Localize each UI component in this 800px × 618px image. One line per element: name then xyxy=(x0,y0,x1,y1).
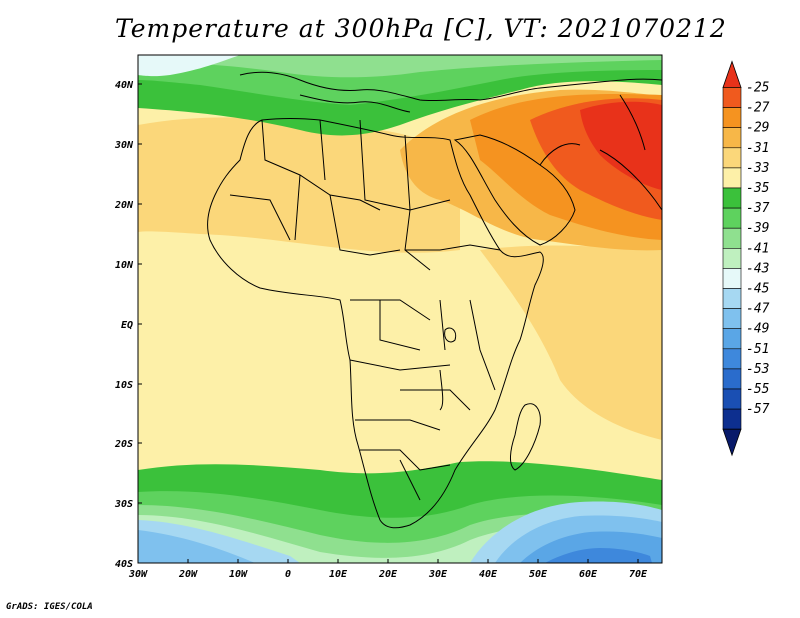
colorbar-swatch xyxy=(722,207,742,229)
field-hot-max xyxy=(580,101,662,190)
colorbar-label: -57 xyxy=(746,402,770,417)
lat-label-40n: 40N xyxy=(115,80,134,91)
colorbar-swatch xyxy=(722,127,742,149)
colorbar-label: -29 xyxy=(746,121,769,136)
colorbar-swatch xyxy=(722,408,742,430)
colorbar-label: -39 xyxy=(746,221,769,236)
colorbar-swatch xyxy=(722,308,742,330)
colorbar-swatch xyxy=(722,388,742,410)
colorbar-top-arrow xyxy=(722,60,742,88)
colorbar-bottom-arrow xyxy=(722,428,742,457)
madagascar-coast xyxy=(510,403,541,471)
lat-label-20n: 20N xyxy=(114,200,134,211)
colorbar-label: -31 xyxy=(746,141,769,156)
colorbar-swatch xyxy=(722,167,742,189)
lon-label-70e: 70E xyxy=(629,569,648,580)
lon-label-50e: 50E xyxy=(529,569,548,580)
colorbar-label: -43 xyxy=(746,261,769,276)
colorbar-swatch xyxy=(722,348,742,370)
colorbar-swatch xyxy=(722,268,742,289)
lon-label-30w: 30W xyxy=(128,569,148,580)
lon-label-0: 0 xyxy=(285,569,291,580)
colorbar-label: -53 xyxy=(746,362,769,377)
lat-label-10n: 10N xyxy=(115,260,134,271)
colorbar-swatch xyxy=(722,328,742,350)
colorbar-swatch xyxy=(722,147,742,169)
lat-label-40s: 40S xyxy=(115,559,133,570)
colorbar-label: -55 xyxy=(746,382,770,397)
colorbar-label: -33 xyxy=(746,161,769,176)
colorbar-label: -37 xyxy=(746,201,770,216)
temperature-field xyxy=(138,55,662,563)
colorbar: -25 -27 -29 -31 -33 -35 -37 -39 -41 -43 -45 -47 -49 -… xyxy=(722,60,770,457)
lon-label-10e: 10E xyxy=(329,569,348,580)
lat-label-20s: 20S xyxy=(114,439,133,450)
colorbar-swatch xyxy=(722,227,742,249)
lat-label-30n: 30N xyxy=(114,140,134,151)
lon-label-10w: 10W xyxy=(229,569,248,580)
chart-title: Temperature at 300hPa [C], VT: 202107021… xyxy=(115,14,727,43)
grads-credit: GrADS: IGES/COLA xyxy=(6,602,93,612)
colorbar-label: -49 xyxy=(746,322,769,337)
lat-label-30s: 30S xyxy=(114,499,133,510)
mediterranean-coast xyxy=(239,71,662,102)
lat-label-eq: EQ xyxy=(121,320,133,331)
colorbar-swatch xyxy=(722,107,742,128)
arabia-coast xyxy=(453,134,576,246)
colorbar-label: -25 xyxy=(746,81,770,96)
colorbar-label: -47 xyxy=(746,302,770,317)
lon-label-60e: 60E xyxy=(579,569,598,580)
colorbar-swatch xyxy=(722,368,742,390)
lon-label-20e: 20E xyxy=(378,569,398,580)
colorbar-label: -41 xyxy=(746,241,769,256)
coastlines xyxy=(207,71,662,529)
lon-label-30e: 30E xyxy=(428,569,448,580)
colorbar-label: -51 xyxy=(746,342,769,357)
colorbar-swatch xyxy=(722,288,742,309)
colorbar-label: -27 xyxy=(746,101,770,116)
lon-label-40e: 40E xyxy=(479,569,498,580)
axis-ticks xyxy=(138,83,639,563)
lat-label-10s: 10S xyxy=(115,380,133,391)
colorbar-swatch xyxy=(722,87,742,108)
field-indian-ocean xyxy=(480,245,662,440)
africa-coast xyxy=(207,118,544,529)
colorbar-swatch xyxy=(722,248,742,269)
plot-frame xyxy=(137,54,663,564)
colorbar-label: -35 xyxy=(746,181,770,196)
colorbar-swatch xyxy=(722,187,742,209)
colorbar-label: -45 xyxy=(746,282,770,297)
lon-label-20w: 20W xyxy=(178,569,198,580)
